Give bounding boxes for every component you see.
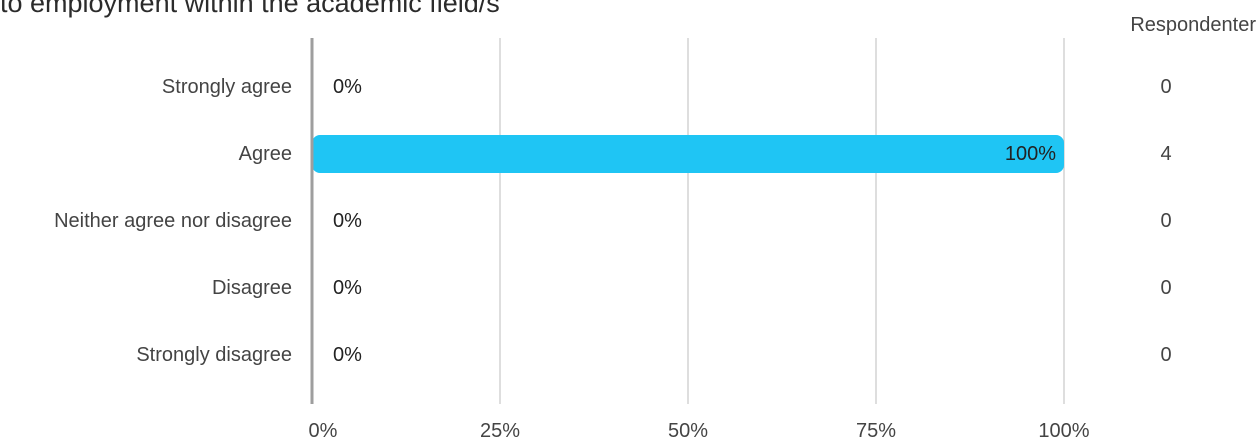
respondents-column-header: Respondenter	[1130, 14, 1256, 36]
x-tick-label: 0%	[309, 420, 338, 439]
x-tick-label: 50%	[668, 420, 708, 439]
category-label: Neither agree nor disagree	[54, 210, 292, 232]
data-label: 0%	[333, 277, 362, 299]
data-label: 100%	[1005, 143, 1056, 165]
data-label: 0%	[333, 210, 362, 232]
x-tick-label: 25%	[480, 420, 520, 439]
x-tick-label: 100%	[1038, 420, 1089, 439]
data-label: 0%	[333, 76, 362, 98]
category-label: Strongly agree	[162, 76, 292, 98]
respondent-count: 0	[1160, 76, 1171, 98]
x-tick-label: 75%	[856, 420, 896, 439]
respondent-count: 4	[1160, 143, 1171, 165]
respondent-count: 0	[1160, 344, 1171, 366]
respondent-count: 0	[1160, 210, 1171, 232]
page-title: to employment within the academic field/…	[0, 0, 500, 18]
data-label: 0%	[333, 344, 362, 366]
bar	[312, 135, 1064, 173]
category-label: Strongly disagree	[136, 344, 292, 366]
category-label: Agree	[239, 143, 292, 165]
category-label: Disagree	[212, 277, 292, 299]
respondent-count: 0	[1160, 277, 1171, 299]
